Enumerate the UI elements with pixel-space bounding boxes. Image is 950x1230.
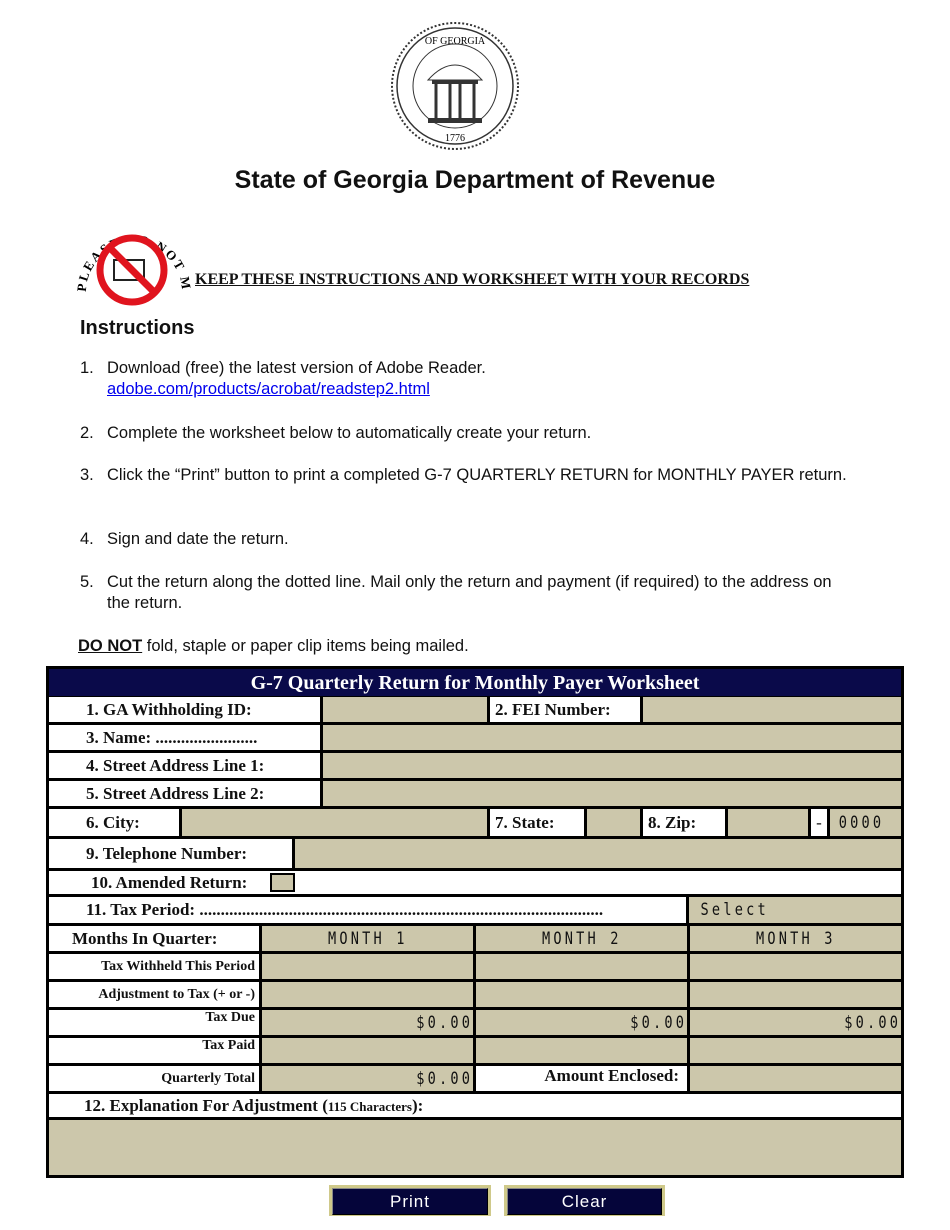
zip-label: 8. Zip:	[643, 809, 725, 836]
name-label: 3. Name: ........................	[49, 725, 320, 750]
item-text: Sign and date the return.	[107, 530, 289, 548]
withheld-month3-input[interactable]	[690, 954, 901, 979]
adobe-link[interactable]: adobe.com/products/acrobat/readstep2.htm…	[107, 380, 430, 398]
zip-input[interactable]	[728, 809, 808, 836]
ga-id-label: 1. GA Withholding ID:	[49, 697, 320, 722]
instruction-item: 2. Complete the worksheet below to automa…	[80, 423, 857, 444]
fei-label: 2. FEI Number:	[490, 697, 640, 722]
explanation-label: 12. Explanation For Adjustment (115 Char…	[49, 1094, 901, 1117]
instruction-item: 5. Cut the return along the dotted line. …	[80, 572, 857, 614]
adjustment-month2-input[interactable]	[476, 982, 687, 1007]
tax-paid-month1-input[interactable]	[262, 1038, 473, 1063]
instruction-item: 1. Download (free) the latest version of …	[80, 358, 857, 400]
city-label: 6. City:	[49, 809, 179, 836]
item-text: Cut the return along the dotted line. Ma…	[107, 573, 832, 612]
print-button[interactable]: Print	[329, 1185, 491, 1216]
quarterly-total-label: Quarterly Total	[49, 1066, 259, 1091]
month2-header: MONTH 2	[476, 926, 687, 951]
name-input[interactable]	[323, 725, 901, 750]
withheld-month2-input[interactable]	[476, 954, 687, 979]
state-label: 7. State:	[490, 809, 584, 836]
instruction-item: 4. Sign and date the return.	[80, 529, 857, 550]
month3-header: MONTH 3	[690, 926, 901, 951]
tax-paid-month3-input[interactable]	[690, 1038, 901, 1063]
worksheet-title: G-7 Quarterly Return for Monthly Payer W…	[49, 669, 901, 696]
zip-dash: -	[811, 809, 827, 836]
item-number: 5.	[80, 573, 94, 591]
state-input[interactable]	[587, 809, 640, 836]
tax-period-select[interactable]: Select	[689, 897, 901, 923]
amended-label: 10. Amended Return:	[49, 871, 901, 894]
adjustment-month3-input[interactable]	[690, 982, 901, 1007]
tax-paid-label: Tax Paid	[49, 1038, 259, 1063]
address1-input[interactable]	[323, 753, 901, 778]
amount-enclosed-input[interactable]	[690, 1066, 901, 1091]
note-text: fold, staple or paper clip items being m…	[142, 637, 469, 655]
page-title: State of Georgia Department of Revenue	[234, 166, 716, 194]
month1-header: MONTH 1	[262, 926, 473, 951]
tax-period-label: 11. Tax Period: ........................…	[49, 897, 686, 923]
city-input[interactable]	[182, 809, 487, 836]
item-number: 2.	[80, 424, 94, 442]
item-number: 3.	[80, 466, 94, 484]
withheld-label: Tax Withheld This Period	[49, 954, 259, 979]
tax-due-month1: $0.00	[262, 1010, 473, 1035]
item-text: Complete the worksheet below to automati…	[107, 424, 592, 442]
svg-text:OF GEORGIA: OF GEORGIA	[425, 36, 486, 47]
instructions-heading: Instructions	[80, 317, 195, 339]
zip-extension-input[interactable]: 0000	[830, 809, 901, 836]
georgia-seal-logo: OF GEORGIA 1776	[391, 22, 519, 150]
amended-checkbox[interactable]	[270, 873, 295, 892]
amount-enclosed-label: Amount Enclosed:	[476, 1066, 687, 1091]
months-label: Months In Quarter:	[49, 926, 259, 951]
svg-text:1776: 1776	[445, 133, 465, 144]
clear-button[interactable]: Clear	[504, 1185, 665, 1216]
item-text: Download (free) the latest version of Ad…	[107, 359, 486, 377]
explanation-textarea[interactable]	[49, 1120, 901, 1175]
phone-label: 9. Telephone Number:	[49, 839, 292, 868]
print-button-label: Print	[332, 1188, 488, 1215]
item-number: 1.	[80, 359, 94, 377]
tax-paid-month2-input[interactable]	[476, 1038, 687, 1063]
adjustment-month1-input[interactable]	[262, 982, 473, 1007]
address2-label: 5. Street Address Line 2:	[49, 781, 320, 806]
fei-input[interactable]	[643, 697, 901, 722]
item-number: 4.	[80, 530, 94, 548]
quarterly-total-value: $0.00	[262, 1066, 473, 1091]
address1-label: 4. Street Address Line 1:	[49, 753, 320, 778]
tax-due-label: Tax Due	[49, 1010, 259, 1035]
adjustment-label: Adjustment to Tax (+ or -)	[49, 982, 259, 1007]
mailing-note: DO NOT fold, staple or paper clip items …	[78, 637, 469, 656]
do-not-mail-icon: PLEASE DO NOT MAIL!	[72, 212, 192, 306]
instruction-item: 3. Click the “Print” button to print a co…	[80, 465, 857, 486]
tax-due-month2: $0.00	[476, 1010, 687, 1035]
address2-input[interactable]	[323, 781, 901, 806]
keep-records-notice: KEEP THESE INSTRUCTIONS AND WORKSHEET WI…	[195, 271, 750, 288]
ga-id-input[interactable]	[323, 697, 487, 722]
note-bold: DO NOT	[78, 637, 143, 655]
item-text: Click the “Print” button to print a comp…	[107, 466, 847, 484]
phone-input[interactable]	[295, 839, 901, 868]
clear-button-label: Clear	[507, 1188, 662, 1215]
withheld-month1-input[interactable]	[262, 954, 473, 979]
tax-due-month3: $0.00	[690, 1010, 901, 1035]
